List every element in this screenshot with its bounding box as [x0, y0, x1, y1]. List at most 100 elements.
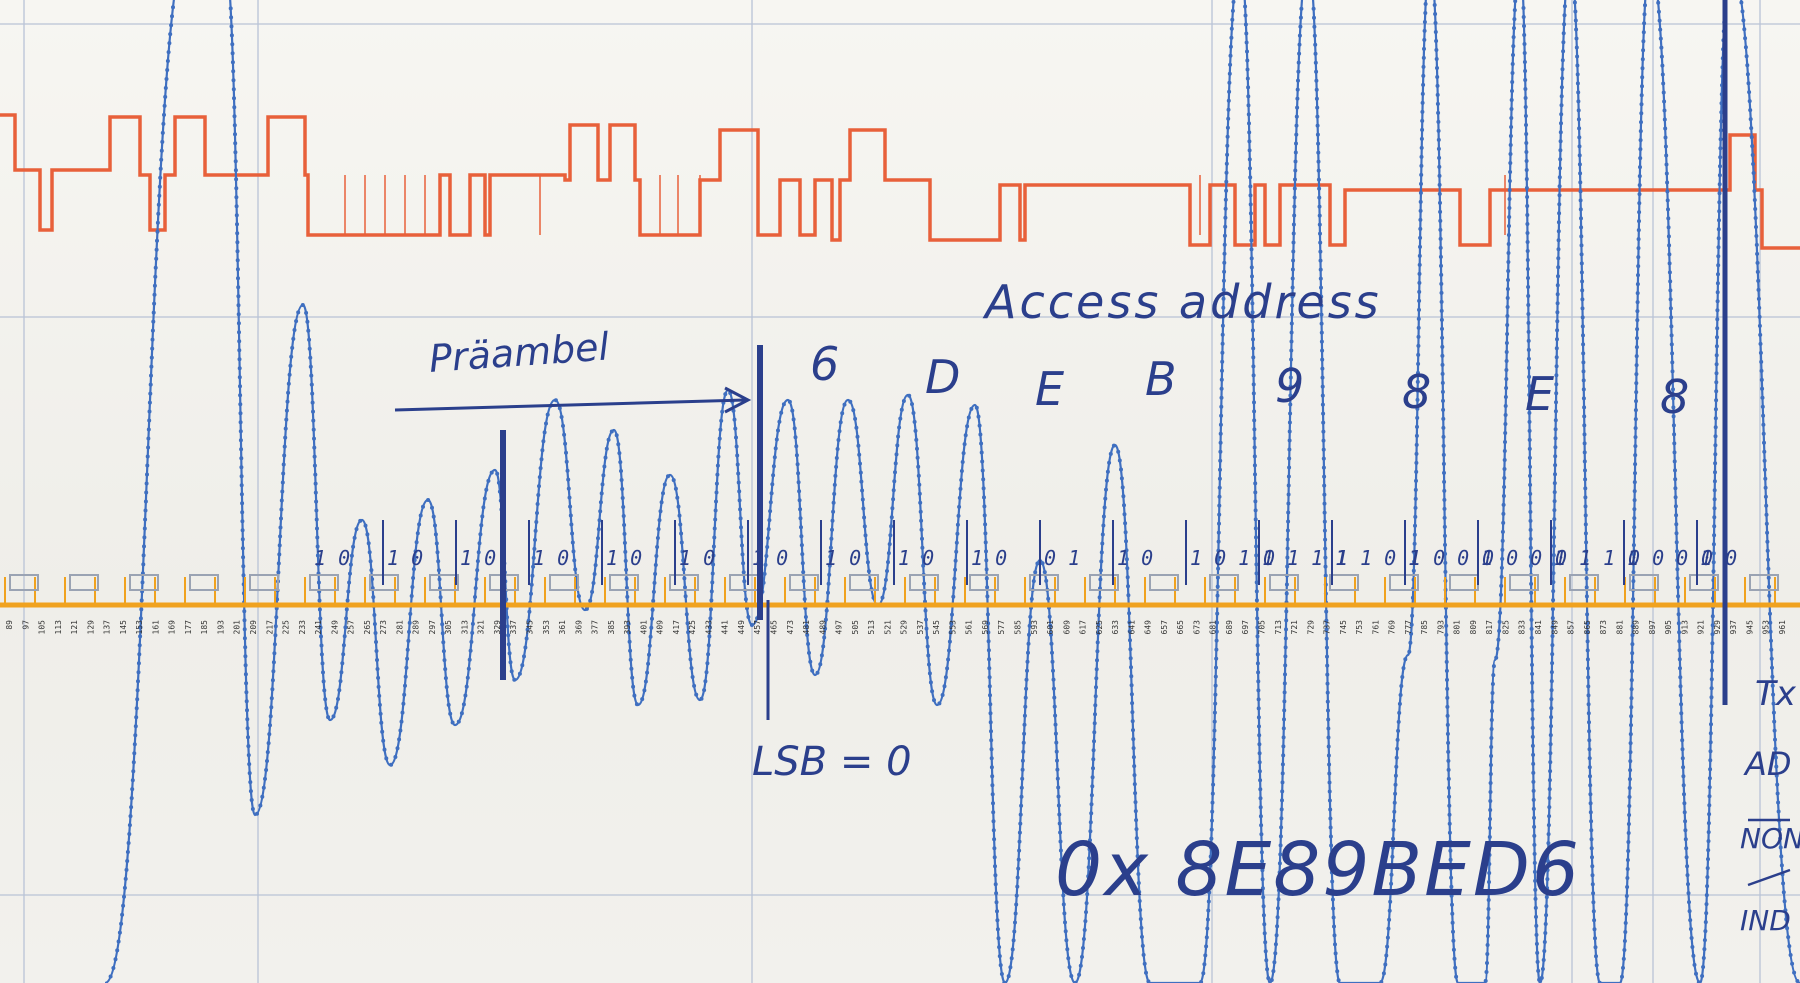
sample-tick-label: 689: [1225, 620, 1234, 635]
sample-dot: [1531, 779, 1536, 784]
sample-dot: [1248, 166, 1252, 171]
sample-dot: [152, 301, 157, 306]
clock-box: [909, 574, 939, 591]
sample-dot: [1441, 425, 1446, 430]
sample-dot: [1293, 159, 1298, 164]
sample-dot: [1583, 477, 1588, 482]
sample-tick-label: 505: [851, 620, 860, 635]
sample-dot: [1438, 254, 1443, 259]
sample-dot: [703, 679, 708, 684]
sample-dot: [403, 674, 408, 679]
sample-dot: [526, 618, 531, 623]
sample-dot: [1298, 24, 1303, 29]
sample-dot: [437, 577, 442, 582]
sample-dot: [1532, 815, 1536, 820]
sample-dot: [1275, 915, 1280, 920]
sample-dot: [1486, 898, 1491, 902]
sample-dot: [1259, 850, 1264, 855]
sample-dot: [1524, 141, 1529, 145]
sample-dot: [344, 616, 349, 621]
sample-dot: [1575, 54, 1580, 59]
sample-dot: [230, 60, 235, 65]
sample-dot: [1711, 569, 1716, 574]
sample-dot: [1317, 204, 1322, 209]
sample-dot: [1524, 159, 1529, 163]
sample-dot: [527, 609, 532, 614]
sample-dot: [1251, 373, 1256, 378]
sample-dot: [1708, 749, 1713, 754]
sample-dot: [799, 525, 803, 530]
sample-dot: [1252, 400, 1256, 405]
sample-dot: [403, 683, 407, 688]
sample-dot: [994, 900, 999, 905]
sample-dot: [1231, 0, 1236, 4]
sample-dot: [276, 570, 281, 575]
sample-dot: [566, 486, 571, 491]
sample-dot: [307, 337, 312, 342]
sample-dot: [1218, 458, 1223, 463]
sample-dot: [711, 562, 716, 567]
sample-tick-label: 377: [591, 620, 600, 635]
sample-dot: [1057, 812, 1062, 817]
sample-dot: [1319, 294, 1324, 299]
sample-dot: [1713, 407, 1718, 412]
preamble-label: Präambel: [428, 324, 611, 380]
sample-dot: [768, 500, 773, 505]
sample-dot: [798, 516, 803, 521]
sample-dot: [682, 576, 687, 581]
sample-dot: [1278, 843, 1283, 848]
sample-dot: [272, 642, 277, 647]
sample-dot: [248, 789, 253, 794]
sample-dot: [1637, 183, 1642, 188]
sample-dot: [1546, 832, 1551, 837]
sample-dot: [621, 505, 626, 509]
sample-dot: [951, 585, 956, 590]
sample-dot: [1255, 607, 1260, 612]
sample-dot: [142, 535, 147, 540]
sample-dot: [1580, 279, 1585, 284]
sample-dot: [1679, 711, 1684, 716]
sample-dot: [1527, 419, 1532, 424]
sample-dot: [1709, 704, 1714, 709]
sample-dot: [245, 717, 250, 722]
sample-dot: [1326, 735, 1331, 740]
sample-dot: [1752, 180, 1756, 184]
sample-dot: [1134, 836, 1139, 841]
sample-dot: [1656, 9, 1661, 14]
sample-dot: [523, 645, 528, 650]
sample-dot: [1642, 12, 1647, 17]
sample-dot: [891, 488, 896, 493]
sample-dot: [1639, 93, 1644, 98]
sample-dot: [832, 491, 837, 496]
sample-dot: [652, 580, 657, 585]
sample-dot: [1583, 504, 1588, 509]
sample-dot: [1760, 386, 1765, 391]
sample-dot: [1131, 746, 1136, 751]
sample-dot: [245, 708, 249, 713]
sample-dot: [1621, 956, 1626, 961]
sample-dot: [1322, 519, 1327, 524]
sample-dot: [1509, 116, 1514, 120]
sample-dot: [506, 633, 511, 638]
sample-dot: [246, 744, 251, 749]
sample-dot: [147, 409, 152, 414]
sample-dot: [1218, 449, 1223, 454]
sample-dot: [677, 513, 682, 518]
sample-dot: [426, 498, 431, 502]
sample-dot: [1293, 177, 1297, 182]
sample-dot: [130, 778, 135, 783]
sample-dot: [1578, 189, 1583, 194]
sample-dot: [1527, 446, 1532, 451]
sample-dot: [713, 508, 718, 513]
nibble-4: B: [1145, 352, 1177, 406]
sample-dot: [1541, 958, 1546, 962]
sample-dot: [1204, 944, 1209, 949]
sample-dot: [1592, 927, 1597, 932]
sample-dot: [1547, 796, 1552, 801]
sample-dot: [1219, 377, 1224, 382]
sample-dot: [999, 972, 1004, 976]
sample-dot: [1224, 179, 1229, 184]
sample-dot: [1320, 366, 1325, 371]
sample-dot: [1668, 279, 1673, 284]
sample-dot: [718, 427, 723, 432]
